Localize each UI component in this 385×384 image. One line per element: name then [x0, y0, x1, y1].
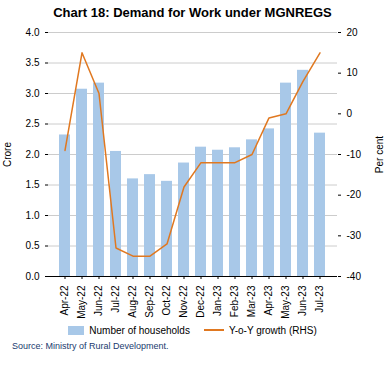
svg-text:Jul-22: Jul-22: [110, 285, 121, 313]
svg-text:Aug-22: Aug-22: [127, 285, 138, 318]
html-text:Number of households: Number of households: [89, 324, 190, 336]
svg-text:3.0: 3.0: [26, 88, 40, 99]
html-text:Source: Ministry of Rural Deve: Source: Ministry of Rural Development.: [12, 341, 169, 351]
html-text:Chart 18: Demand for Work unde: Chart 18: Demand for Work under MGNREGS: [53, 5, 332, 20]
svg-text:Jan-23: Jan-23: [212, 285, 223, 316]
svg-text:2.0: 2.0: [26, 149, 40, 160]
svg-text:Crore: Crore: [2, 142, 13, 167]
svg-text:Jul-23: Jul-23: [314, 285, 325, 313]
svg-text:-30: -30: [347, 230, 362, 241]
svg-text:10: 10: [347, 67, 359, 78]
svg-text:-10: -10: [347, 149, 362, 160]
svg-text:0.0: 0.0: [26, 271, 40, 282]
svg-text:1.5: 1.5: [26, 179, 40, 190]
svg-text:Apr-22: Apr-22: [59, 285, 70, 315]
svg-text:4.0: 4.0: [26, 27, 40, 38]
svg-text:Jun-23: Jun-23: [297, 285, 308, 316]
svg-text:Nov-22: Nov-22: [178, 285, 189, 318]
svg-text:20: 20: [347, 27, 359, 38]
svg-text:Sep-22: Sep-22: [144, 285, 155, 318]
svg-text:Per cent: Per cent: [374, 136, 385, 173]
svg-text:May-22: May-22: [76, 285, 87, 319]
svg-text:Mar-23: Mar-23: [246, 285, 257, 317]
svg-text:0.5: 0.5: [26, 240, 40, 251]
html-text:Y-o-Y growth (RHS): Y-o-Y growth (RHS): [228, 324, 317, 336]
svg-text:-20: -20: [347, 189, 362, 200]
svg-text:-40: -40: [347, 271, 362, 282]
svg-text:Apr-23: Apr-23: [263, 285, 274, 315]
svg-text:Feb-23: Feb-23: [229, 285, 240, 317]
svg-text:Dec-22: Dec-22: [195, 285, 206, 318]
svg-text:3.5: 3.5: [26, 57, 40, 68]
svg-text:Jun-22: Jun-22: [93, 285, 104, 316]
svg-text:May-23: May-23: [280, 285, 291, 319]
svg-text:0: 0: [347, 108, 353, 119]
svg-text:Oct-22: Oct-22: [161, 285, 172, 315]
svg-text:1.0: 1.0: [26, 210, 40, 221]
svg-text:2.5: 2.5: [26, 118, 40, 129]
